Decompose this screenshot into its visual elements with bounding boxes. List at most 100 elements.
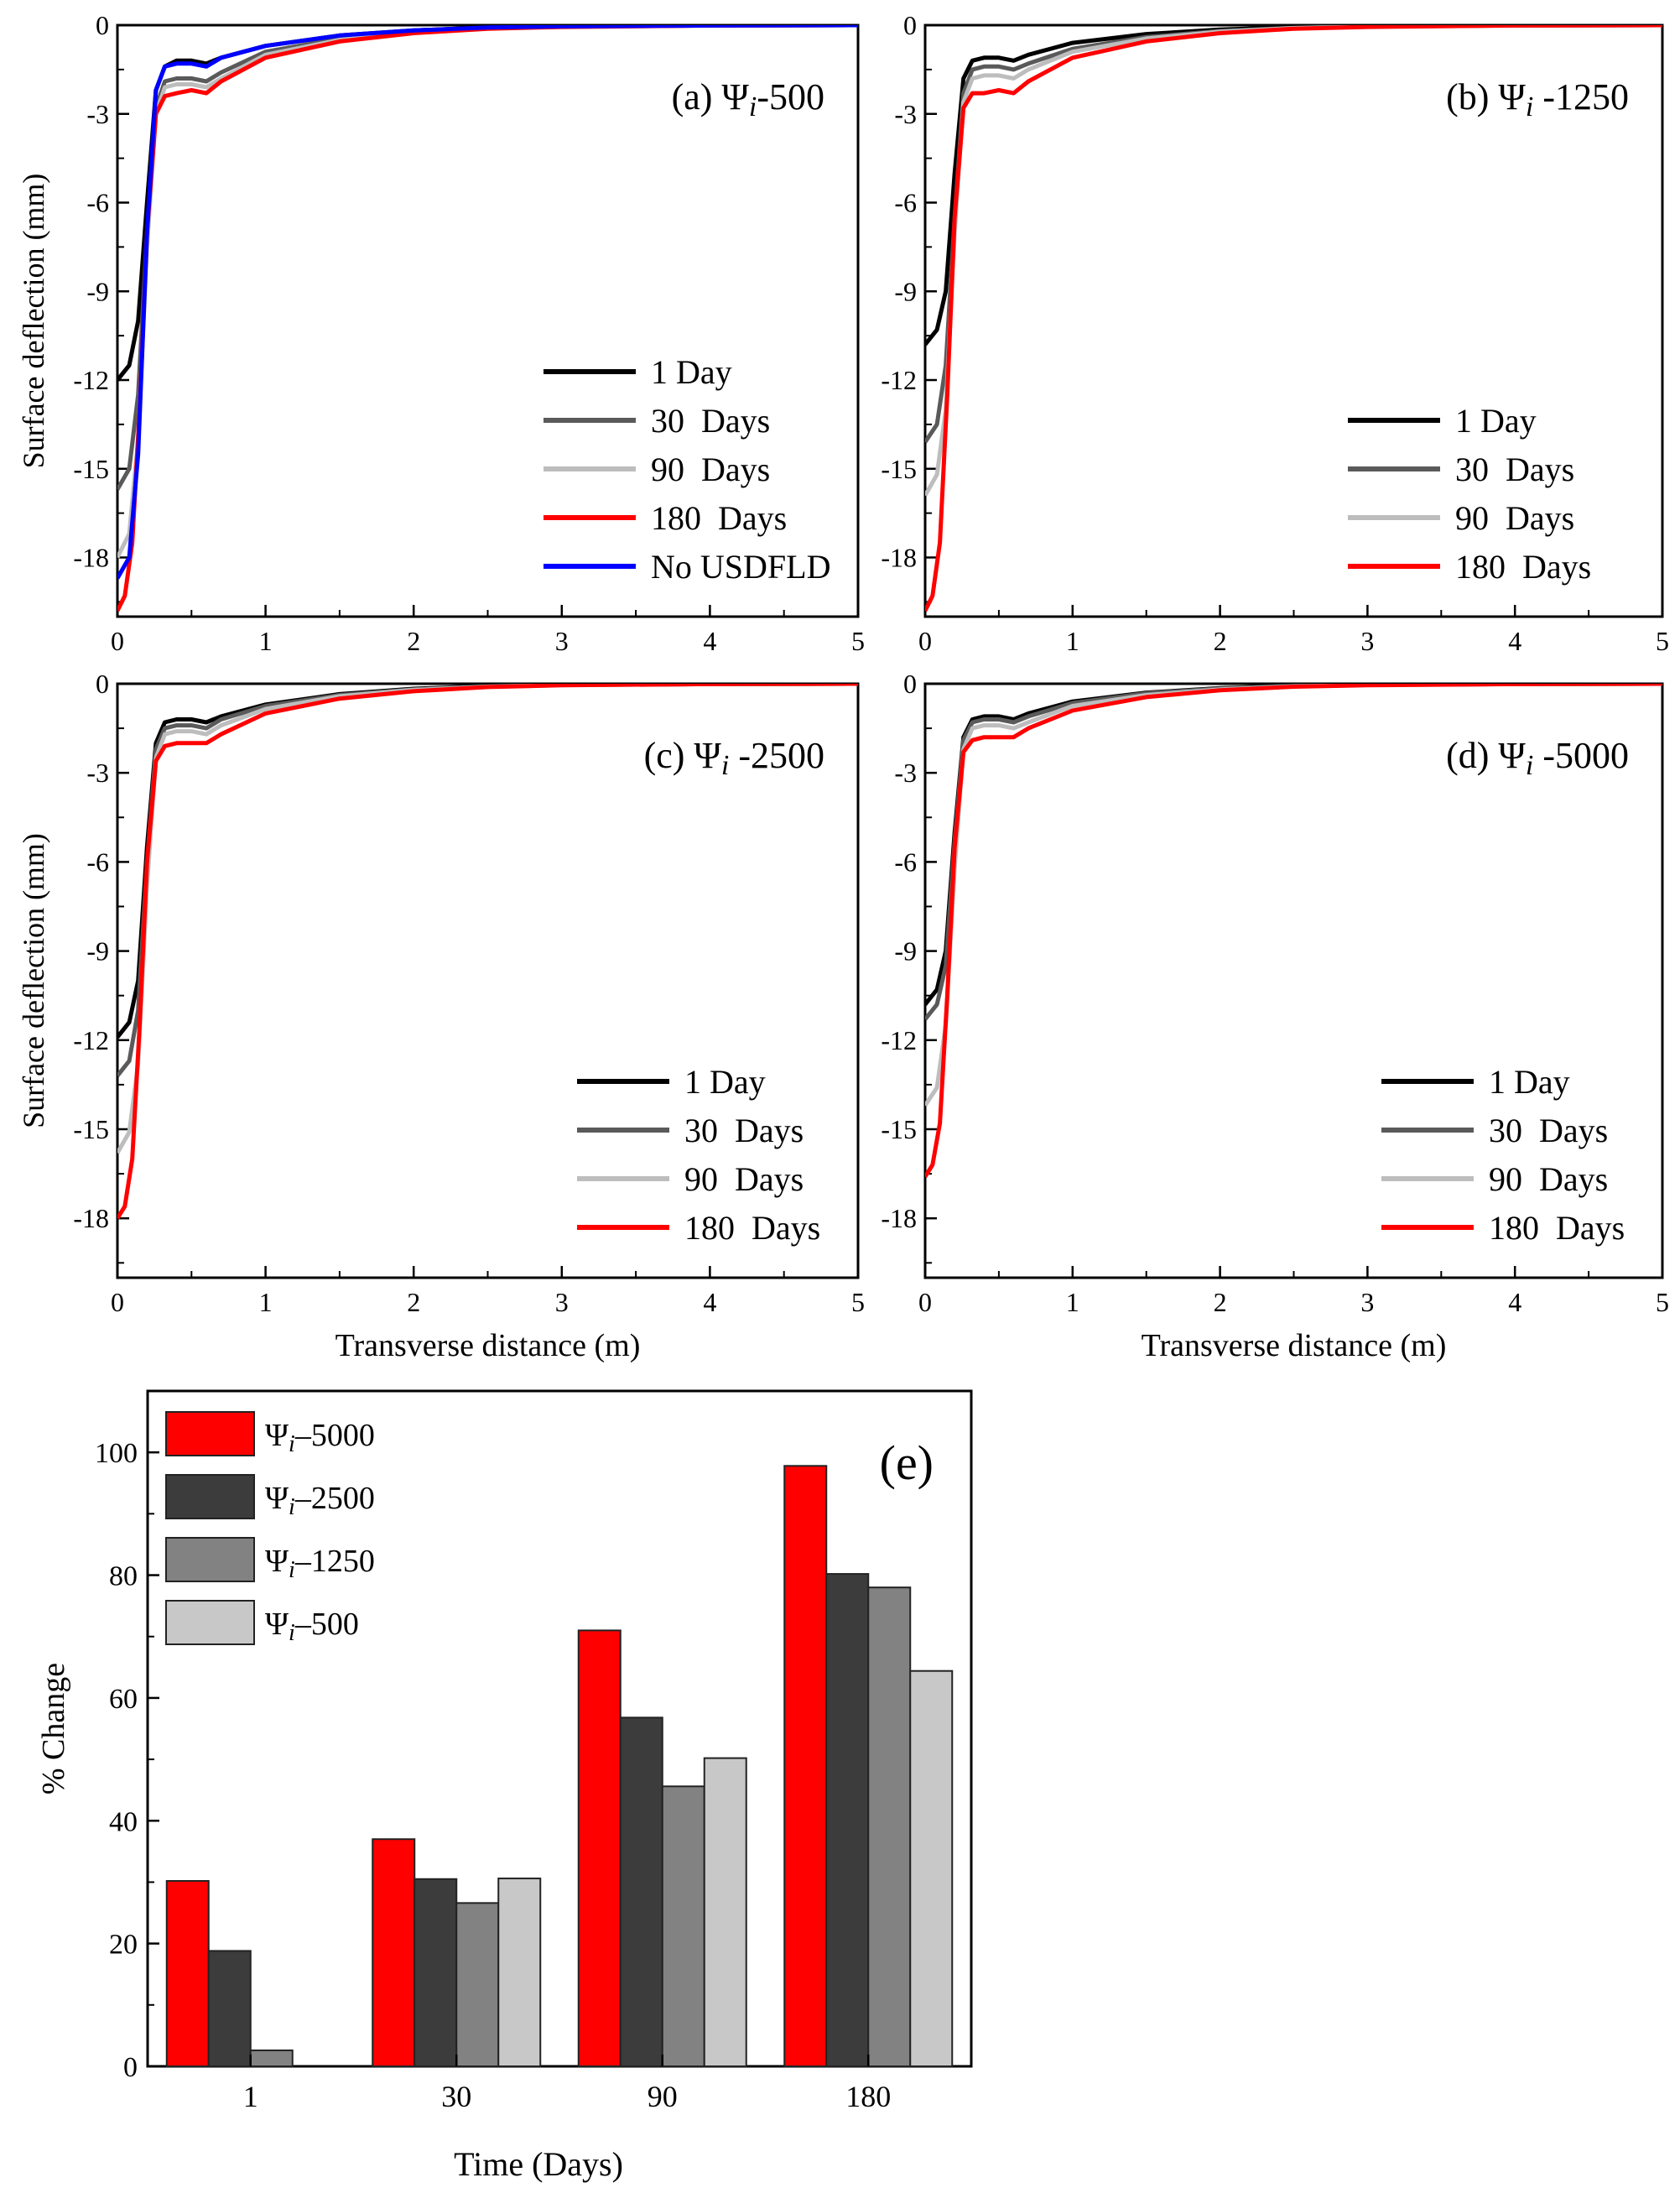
y-tick-label: -12 — [881, 365, 917, 395]
y-tick-label: -6 — [894, 846, 917, 877]
legend: 1 Day 30 Days 90 Days 180 Days — [1381, 1063, 1625, 1247]
y-axis-label: Surface deflection (mm) — [17, 833, 50, 1128]
series-line-5 — [117, 25, 858, 580]
y-tick-label: 60 — [109, 1684, 138, 1715]
x-tick-label: 2 — [407, 626, 420, 656]
legend-psi: Ψ — [265, 1544, 289, 1579]
x-tick-label: 4 — [1508, 1287, 1521, 1317]
legend: 1 Day 30 Days 90 Days 180 Days — [577, 1063, 820, 1247]
bar-4-cat-180 — [909, 1669, 954, 2068]
x-tick-label: 0 — [111, 626, 124, 656]
x-tick-label: 2 — [1214, 1287, 1227, 1317]
x-tick-label: 180 — [845, 2080, 891, 2113]
x-tick-label: 90 — [648, 2080, 678, 2113]
legend-label-2: 30 Days — [1489, 1112, 1608, 1149]
y-tick-label: 100 — [95, 1438, 138, 1469]
x-tick-label: 1 — [243, 2080, 258, 2113]
bar-3-cat-1 — [249, 2049, 294, 2067]
y-tick-label: -12 — [73, 1025, 109, 1055]
panel-label: (e) — [880, 1435, 934, 1490]
bar-2-cat-180 — [825, 1573, 870, 2067]
x-tick-label: 1 — [259, 626, 273, 656]
panel-b: 0 1 2 3 4 5 0 -3 -6 -9 -12 -15 -18 (b) Ψi -1250 1 Day 3… — [881, 10, 1669, 656]
legend-label-4: 180 Days — [1455, 548, 1591, 586]
bar-3-cat-180 — [867, 1586, 912, 2067]
x-tick-label: 5 — [851, 1287, 865, 1317]
x-tick-label: 4 — [703, 1287, 716, 1317]
y-tick-label: -3 — [86, 99, 109, 129]
y-tick-label: -18 — [73, 1203, 109, 1233]
y-tick-label: -15 — [881, 1114, 917, 1144]
legend-label-1: 1 Day — [1455, 402, 1537, 440]
x-tick-label: 3 — [555, 1287, 569, 1317]
y-tick-label: -15 — [881, 454, 917, 484]
panel-label-sub: i — [749, 91, 757, 122]
bar-1-cat-30 — [372, 1838, 416, 2068]
legend-label-1: 1 Day — [684, 1063, 766, 1101]
x-axis-label: Time (Days) — [454, 2145, 623, 2183]
panel-label-value: -500 — [757, 76, 824, 117]
plot-frame — [146, 1389, 973, 2068]
legend-label-4: 180 Days — [1489, 1209, 1625, 1247]
x-tick-label: 0 — [918, 1287, 932, 1317]
legend-label-2: Ψi–2500 — [265, 1481, 375, 1520]
panel-label-sub: i — [721, 750, 729, 781]
y-tick-label: 20 — [109, 1930, 138, 1961]
bar-3-cat-90 — [661, 1785, 705, 2068]
panel-label-main: (b) Ψ — [1446, 76, 1526, 117]
legend-label-4: 180 Days — [684, 1209, 820, 1247]
panel-label-sub: i — [1526, 91, 1533, 122]
legend-label-2: 30 Days — [684, 1112, 804, 1149]
legend-sub: i — [289, 1620, 295, 1646]
y-tick-label: -9 — [86, 936, 109, 966]
legend-label-2: 30 Days — [1455, 451, 1574, 488]
legend-label-1: 1 Day — [651, 353, 732, 391]
series-line-1 — [925, 684, 1662, 1006]
y-tick-label: -3 — [86, 758, 109, 788]
x-tick-label: 1 — [259, 1287, 273, 1317]
y-tick-label: 80 — [109, 1561, 138, 1592]
legend-label-2: 30 Days — [651, 402, 770, 440]
y-tick-label: 40 — [109, 1806, 138, 1837]
legend-label-3: 90 Days — [684, 1160, 804, 1198]
y-axis-label: % Change — [36, 1663, 71, 1795]
legend-psi: Ψ — [265, 1481, 289, 1516]
legend-label-3: 90 Days — [1489, 1160, 1608, 1198]
x-tick-label: 4 — [1508, 626, 1521, 656]
legend-label-1: 1 Day — [1489, 1063, 1570, 1101]
bar-2-cat-30 — [413, 1878, 458, 2067]
y-tick-label: -18 — [881, 1203, 917, 1233]
panel-label-main: (c) Ψ — [644, 735, 722, 776]
y-tick-label: 0 — [96, 669, 109, 699]
panel-label-value: -2500 — [729, 735, 824, 776]
panel-label-main: (d) Ψ — [1446, 735, 1526, 776]
series-line-1 — [925, 25, 1662, 346]
y-tick-label: -3 — [894, 99, 917, 129]
legend-swatch-2 — [165, 1474, 255, 1519]
y-tick-label: -6 — [86, 846, 109, 877]
panel-label-sub: i — [1526, 750, 1533, 781]
legend-value: –2500 — [294, 1481, 375, 1516]
y-tick-label: 0 — [903, 10, 917, 40]
panel-c: 0 1 2 3 4 5 0 -3 -6 -9 -12 -15 -18 (c) Ψi -2500 1 Day 3… — [17, 669, 865, 1363]
y-tick-label: -12 — [73, 365, 109, 395]
panel-label-main: (a) Ψ — [672, 76, 750, 117]
panel-label: (a) Ψi-500 — [672, 76, 824, 122]
y-tick-label: -18 — [881, 543, 917, 573]
legend-value: –1250 — [294, 1544, 375, 1579]
panel-label-value: -5000 — [1533, 735, 1629, 776]
legend-swatch-1 — [165, 1411, 255, 1456]
legend-psi: Ψ — [265, 1418, 289, 1453]
series-line-4 — [925, 684, 1662, 1178]
x-tick-label: 0 — [111, 1287, 124, 1317]
legend-value: –500 — [294, 1607, 359, 1642]
panel-label: (b) Ψi -1250 — [1446, 76, 1629, 122]
legend-value: –5000 — [294, 1418, 375, 1453]
series-line-2 — [925, 684, 1662, 1021]
y-tick-label: -6 — [894, 188, 917, 218]
x-tick-label: 3 — [1360, 626, 1374, 656]
y-tick-label: -9 — [86, 276, 109, 306]
legend-label-1: Ψi–5000 — [265, 1418, 375, 1457]
